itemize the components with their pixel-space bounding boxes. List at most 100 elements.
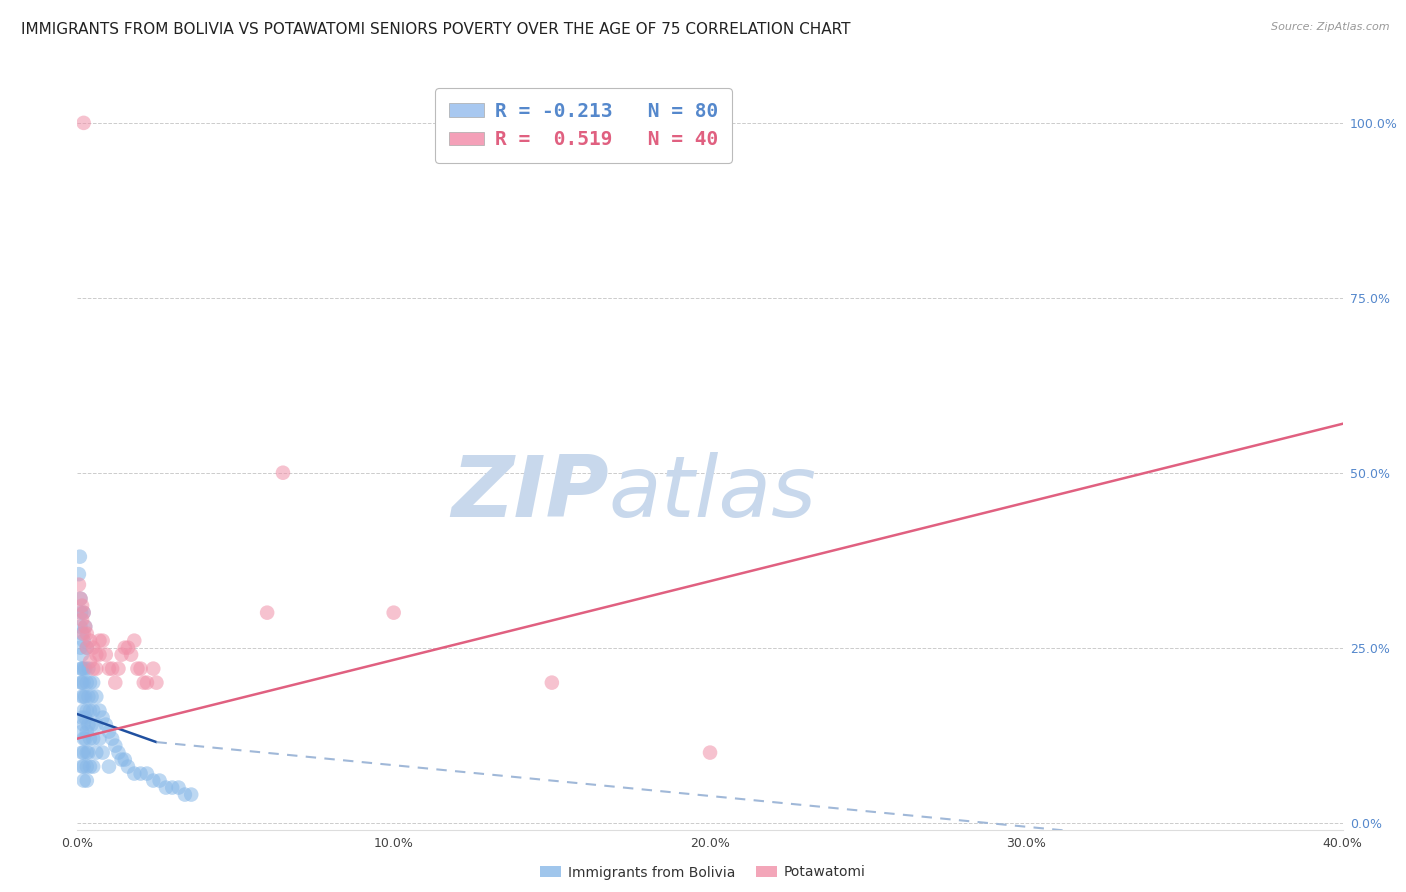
Point [104, 739, 127, 753]
Point [82, 759, 104, 773]
Point [79, 704, 101, 718]
Point [70, 599, 93, 613]
Point [124, 766, 146, 780]
Point [77, 662, 100, 676]
Point [69, 591, 91, 606]
Point [174, 788, 197, 802]
Point [70, 759, 93, 773]
Point [101, 731, 124, 746]
Point [79, 759, 101, 773]
Point [129, 766, 152, 780]
Point [82, 640, 104, 655]
Point [77, 717, 100, 731]
Point [86, 690, 108, 704]
Point [117, 640, 139, 655]
Text: atlas: atlas [609, 452, 817, 535]
Point [75, 620, 97, 634]
Point [79, 633, 101, 648]
Point [70, 746, 93, 760]
Point [77, 690, 100, 704]
Point [75, 690, 97, 704]
Point [77, 746, 100, 760]
Point [117, 759, 139, 773]
Point [89, 633, 111, 648]
Point [67, 567, 90, 582]
Point [70, 690, 93, 704]
Point [70, 648, 93, 662]
Point [80, 690, 103, 704]
Legend: Immigrants from Bolivia, Potawatomi: Immigrants from Bolivia, Potawatomi [534, 860, 872, 885]
Point [70, 626, 93, 640]
Point [127, 662, 149, 676]
Point [82, 675, 104, 690]
Point [167, 780, 190, 795]
Point [69, 620, 91, 634]
Point [73, 731, 96, 746]
Point [107, 662, 129, 676]
Point [70, 662, 93, 676]
Point [98, 662, 120, 676]
Point [91, 746, 114, 760]
Point [70, 662, 93, 676]
Point [69, 591, 91, 606]
Point [73, 662, 96, 676]
Point [129, 662, 152, 676]
Point [180, 788, 202, 802]
Point [76, 704, 98, 718]
Point [76, 640, 98, 655]
Point [80, 717, 103, 731]
Point [107, 746, 129, 760]
Point [104, 675, 127, 690]
Point [86, 746, 108, 760]
Point [98, 759, 120, 773]
Point [70, 710, 93, 724]
Point [73, 759, 96, 773]
Point [76, 759, 98, 773]
Point [79, 731, 101, 746]
Point [70, 613, 93, 627]
Point [75, 620, 97, 634]
Point [76, 640, 98, 655]
Point [699, 746, 721, 760]
Point [256, 606, 278, 620]
Point [382, 606, 405, 620]
Point [98, 724, 120, 739]
Point [111, 753, 132, 767]
Point [76, 746, 98, 760]
Point [75, 710, 97, 724]
Point [73, 626, 96, 640]
Point [162, 780, 183, 795]
Point [271, 466, 294, 480]
Text: ZIP: ZIP [451, 452, 609, 535]
Point [67, 577, 90, 591]
Point [73, 773, 96, 788]
Point [120, 648, 142, 662]
Point [89, 648, 111, 662]
Point [101, 662, 124, 676]
Point [70, 675, 93, 690]
Text: Source: ZipAtlas.com: Source: ZipAtlas.com [1271, 22, 1389, 32]
Point [73, 690, 96, 704]
Point [73, 116, 96, 130]
Point [79, 655, 101, 669]
Point [73, 675, 96, 690]
Point [76, 626, 98, 640]
Point [142, 773, 165, 788]
Point [76, 724, 98, 739]
Point [73, 606, 96, 620]
Point [86, 717, 108, 731]
Point [89, 704, 111, 718]
Text: IMMIGRANTS FROM BOLIVIA VS POTAWATOMI SENIORS POVERTY OVER THE AGE OF 75 CORRELA: IMMIGRANTS FROM BOLIVIA VS POTAWATOMI SE… [21, 22, 851, 37]
Point [132, 675, 155, 690]
Point [69, 640, 91, 655]
Point [94, 717, 117, 731]
Point [114, 753, 136, 767]
Point [73, 606, 96, 620]
Point [70, 724, 93, 739]
Point [91, 633, 114, 648]
Point [135, 766, 157, 780]
Point [69, 549, 91, 564]
Point [76, 675, 98, 690]
Point [76, 773, 98, 788]
Legend: R = -0.213   N = 80, R =  0.519   N = 40: R = -0.213 N = 80, R = 0.519 N = 40 [434, 88, 733, 163]
